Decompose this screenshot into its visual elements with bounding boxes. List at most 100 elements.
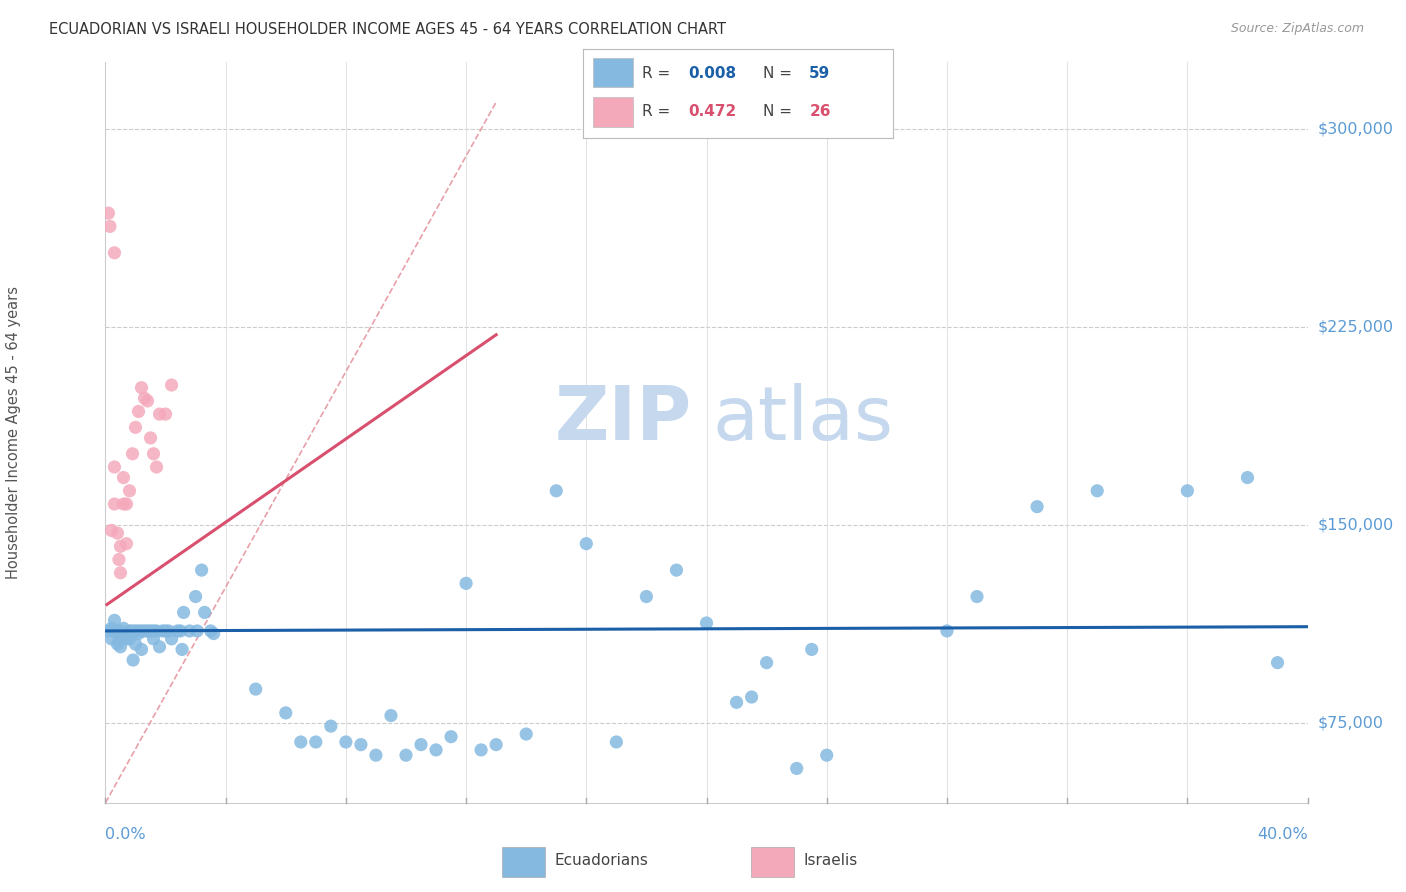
Text: 40.0%: 40.0% [1257,827,1308,841]
Point [148,640,170,654]
Text: $75,000: $75,000 [1317,716,1384,731]
Point [110,566,132,580]
Point [364,748,387,763]
Point [134,624,156,638]
Point [245,682,267,697]
Point [110,632,132,646]
FancyBboxPatch shape [593,97,633,127]
Text: 0.472: 0.472 [689,104,737,119]
Point [112,626,135,640]
Point [186,624,208,638]
Point [145,624,167,638]
Text: Israelis: Israelis [803,854,858,868]
Point [1175,483,1198,498]
Text: 0.008: 0.008 [689,66,737,80]
Point [755,656,778,670]
Text: 0.0%: 0.0% [105,827,146,841]
Point [115,497,138,511]
Point [124,420,146,434]
FancyBboxPatch shape [751,847,794,877]
Point [128,626,150,640]
Point [115,626,138,640]
Point [1236,470,1258,484]
Point [274,706,297,720]
Text: 59: 59 [810,66,831,80]
Point [131,624,153,638]
Point [107,637,129,651]
Point [800,642,823,657]
Point [155,407,177,421]
Point [112,497,135,511]
Point [118,624,141,638]
Point [142,447,165,461]
Point [98,219,121,234]
Point [696,615,718,630]
Point [305,735,328,749]
Point [815,748,838,763]
Point [515,727,537,741]
Point [440,730,463,744]
Point [335,735,357,749]
Point [121,624,143,638]
Point [184,590,207,604]
Point [395,748,418,763]
Point [173,606,195,620]
Point [155,624,177,638]
Point [103,613,125,627]
Point [152,624,174,638]
Point [131,381,153,395]
Point [741,690,763,704]
Point [108,552,131,566]
Point [546,483,568,498]
Point [454,576,477,591]
Point [110,640,132,654]
Text: 26: 26 [810,104,831,119]
Text: $225,000: $225,000 [1317,319,1393,334]
Point [115,632,138,646]
Point [179,624,201,638]
Point [110,624,132,638]
Point [725,695,748,709]
Text: Householder Income Ages 45 - 64 years: Householder Income Ages 45 - 64 years [6,286,21,579]
Point [966,590,988,604]
Point [169,624,191,638]
Text: N =: N = [763,66,797,80]
Point [605,735,627,749]
Point [100,524,122,538]
Point [470,743,492,757]
Point [202,626,225,640]
Point [124,637,146,651]
Point [319,719,342,733]
Point [485,738,508,752]
Text: $300,000: $300,000 [1317,121,1393,136]
Text: ECUADORIAN VS ISRAELI HOUSEHOLDER INCOME AGES 45 - 64 YEARS CORRELATION CHART: ECUADORIAN VS ISRAELI HOUSEHOLDER INCOME… [49,22,727,37]
Point [136,624,159,638]
Point [97,624,120,638]
Point [200,624,222,638]
Point [136,393,159,408]
Text: R =: R = [643,66,675,80]
Point [786,761,808,775]
Point [107,526,129,541]
Point [142,624,165,638]
Point [110,539,132,553]
Point [103,460,125,475]
Point [112,621,135,635]
Point [190,563,212,577]
Point [1085,483,1108,498]
Point [121,447,143,461]
Point [134,391,156,405]
Point [575,537,598,551]
Point [290,735,312,749]
Point [160,378,183,392]
Point [112,470,135,484]
Point [139,624,162,638]
Point [166,624,188,638]
Point [100,621,122,635]
Point [409,738,432,752]
Point [107,626,129,640]
Point [194,606,217,620]
Point [128,624,150,638]
Point [1267,656,1289,670]
Point [118,632,141,646]
